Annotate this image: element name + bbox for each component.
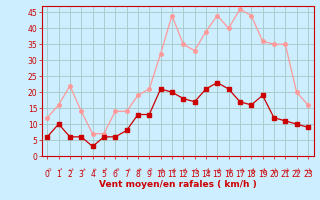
Text: 7: 7 xyxy=(124,167,130,172)
Text: 1: 1 xyxy=(56,167,61,172)
Text: 17: 17 xyxy=(236,167,244,175)
Text: 14: 14 xyxy=(202,167,210,175)
Text: 12: 12 xyxy=(180,167,187,175)
Text: 16: 16 xyxy=(225,167,232,175)
Text: 21: 21 xyxy=(282,167,289,175)
Text: 0: 0 xyxy=(44,167,50,172)
Text: 18: 18 xyxy=(248,167,255,175)
Text: 3: 3 xyxy=(78,167,84,172)
Text: 15: 15 xyxy=(213,167,221,175)
Text: 22: 22 xyxy=(293,167,300,175)
X-axis label: Vent moyen/en rafales ( km/h ): Vent moyen/en rafales ( km/h ) xyxy=(99,180,256,189)
Text: 9: 9 xyxy=(146,167,152,172)
Text: 5: 5 xyxy=(101,167,107,172)
Text: 4: 4 xyxy=(90,167,96,172)
Text: 19: 19 xyxy=(259,167,266,175)
Text: 11: 11 xyxy=(168,167,176,175)
Text: 6: 6 xyxy=(112,167,118,172)
Text: 13: 13 xyxy=(191,167,198,175)
Text: 20: 20 xyxy=(270,167,278,175)
Text: 8: 8 xyxy=(135,167,141,172)
Text: 23: 23 xyxy=(304,167,312,175)
Text: 2: 2 xyxy=(67,167,73,172)
Text: 10: 10 xyxy=(157,167,164,175)
